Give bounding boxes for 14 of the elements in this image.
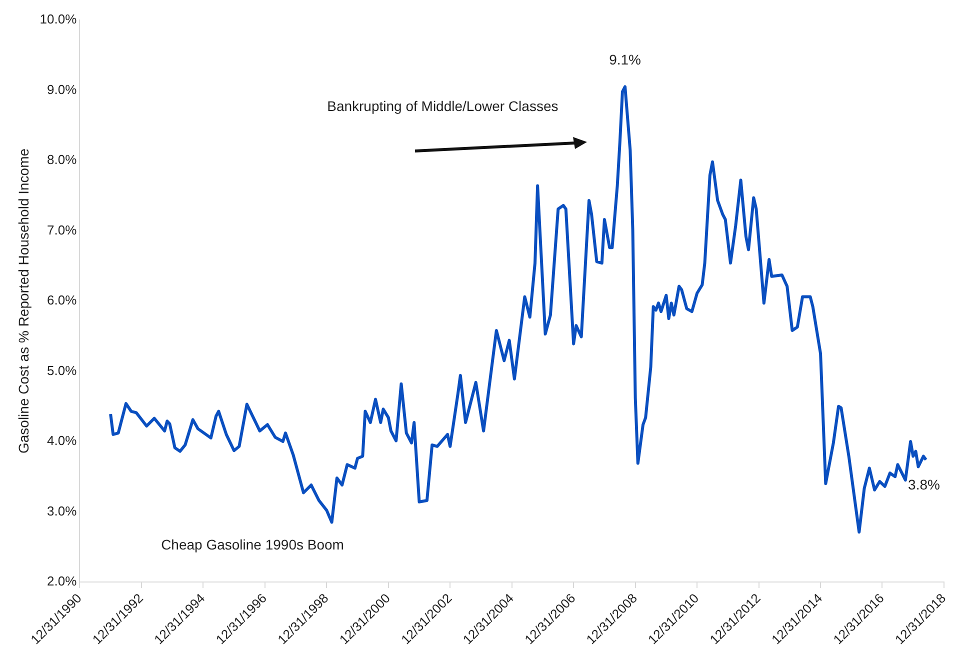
y-tick-label: 9.0% (47, 82, 78, 97)
y-tick-label: 2.0% (47, 574, 78, 589)
y-tick-label: 8.0% (47, 152, 78, 168)
y-tick-label: 10.0% (40, 12, 78, 27)
y-tick-label: 7.0% (47, 222, 78, 238)
annotation: Bankrupting of Middle/Lower Classes (327, 98, 558, 114)
annotation: Cheap Gasoline 1990s Boom (161, 536, 344, 552)
y-tick-label: 3.0% (47, 503, 78, 518)
annotation: 3.8% (908, 476, 940, 493)
y-axis-title: Gasoline Cost as % Reported Household Income (15, 148, 32, 454)
annotation: 9.1% (609, 52, 641, 68)
y-tick-label: 5.0% (47, 362, 78, 378)
y-tick-label: 6.0% (47, 292, 78, 308)
y-tick-label: 4.0% (47, 433, 78, 448)
